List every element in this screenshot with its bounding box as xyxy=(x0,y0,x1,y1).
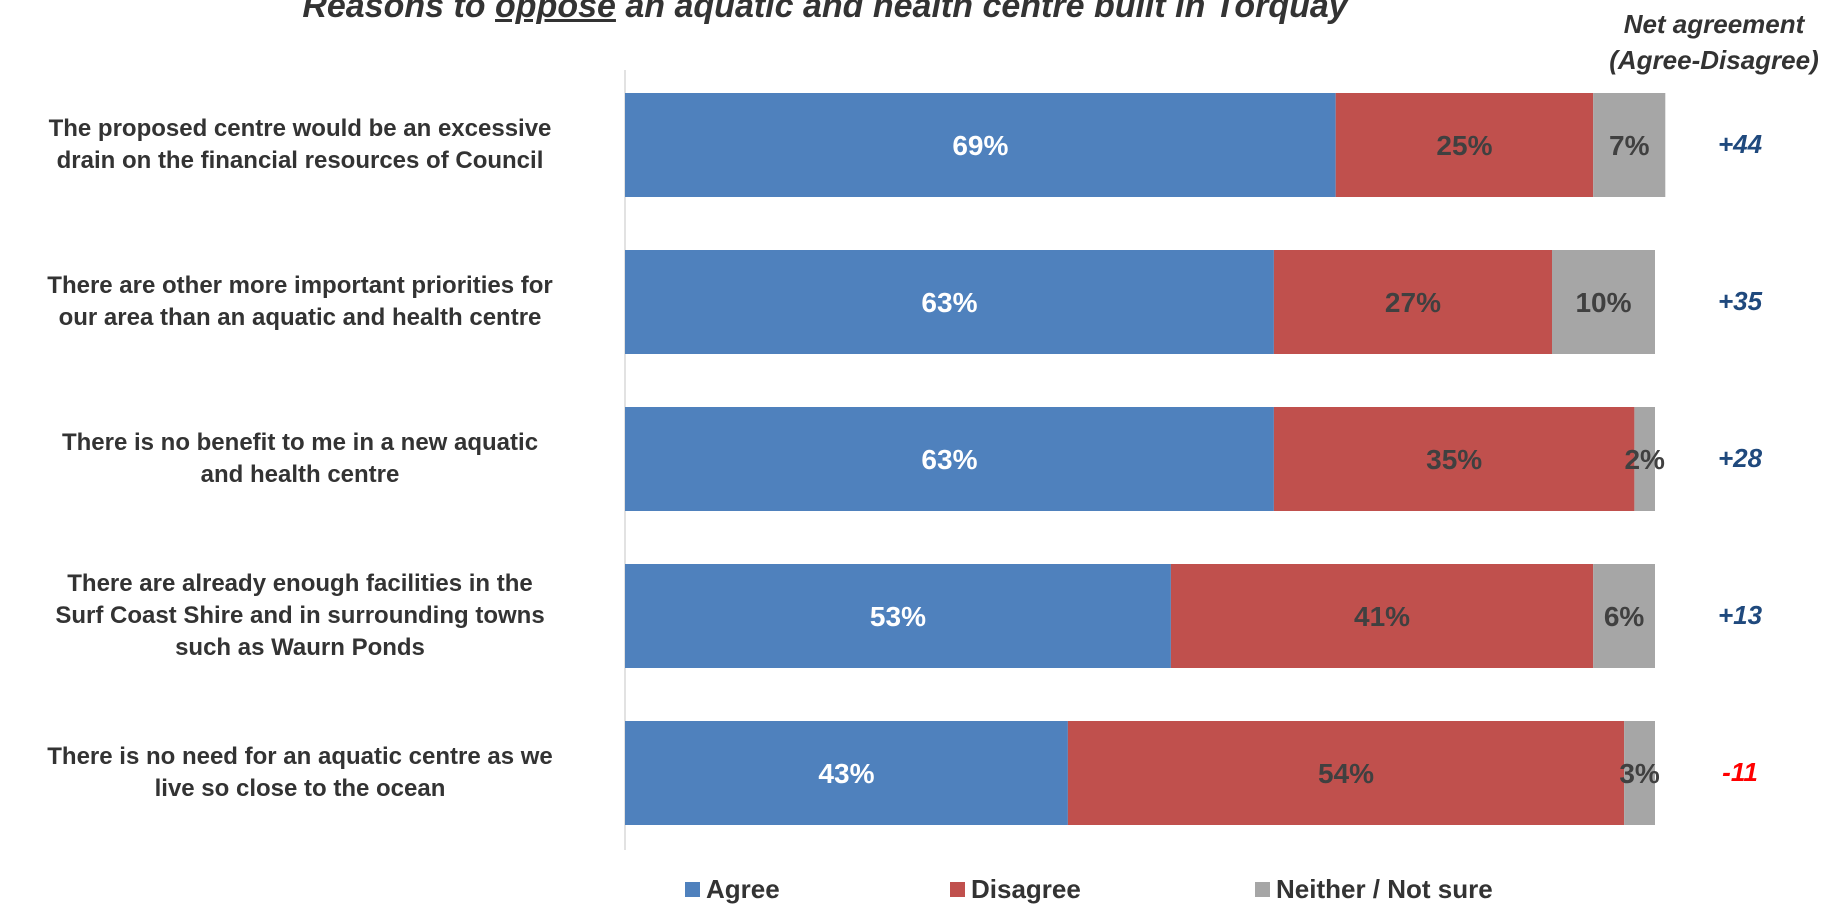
net-agreement-value: +44 xyxy=(1717,129,1763,159)
bar-agree xyxy=(625,721,1068,825)
bar-data-label: 3% xyxy=(1619,758,1660,789)
category-label: The proposed centre would be an excessiv… xyxy=(0,93,600,197)
bar-data-label: 35% xyxy=(1426,444,1482,475)
bar-agree xyxy=(625,564,1171,668)
net-agreement-value: +28 xyxy=(1717,443,1763,473)
bar-disagree xyxy=(1335,93,1594,197)
bar-disagree xyxy=(1273,250,1552,354)
category-label-line: such as Waurn Ponds xyxy=(175,634,425,661)
bar-neither-not-sure xyxy=(1593,564,1655,668)
bar-neither-not-sure xyxy=(1552,250,1655,354)
bar-data-label: 54% xyxy=(1318,758,1374,789)
net-header-line-1: Net agreement xyxy=(1623,9,1805,39)
bar-data-label: 63% xyxy=(921,287,977,318)
bar-agree xyxy=(625,407,1274,511)
bar-data-label: 41% xyxy=(1354,601,1410,632)
legend-swatch xyxy=(1255,882,1270,897)
category-label: There is no benefit to me in a new aquat… xyxy=(0,407,600,511)
title-part-3: an aquatic and health centre built in To… xyxy=(615,0,1348,25)
bar-data-label: 27% xyxy=(1385,287,1441,318)
bar-disagree xyxy=(1273,407,1635,511)
bar-data-label: 2% xyxy=(1624,444,1665,475)
category-label-line: There is no need for an aquatic centre a… xyxy=(47,743,553,770)
bar-data-label: 6% xyxy=(1604,601,1645,632)
legend-swatch xyxy=(950,882,965,897)
category-label-text: There is no need for an aquatic centre a… xyxy=(47,741,553,805)
net-agreement-value: -11 xyxy=(1722,757,1758,787)
title-part-1: Reasons to xyxy=(302,0,496,25)
legend-label: Agree xyxy=(706,874,780,904)
bar-agree xyxy=(625,93,1336,197)
category-label-line: Surf Coast Shire and in surrounding town… xyxy=(55,602,545,629)
bar-data-label: 53% xyxy=(870,601,926,632)
bar-neither-not-sure xyxy=(1634,407,1655,511)
category-label-line: our area than an aquatic and health cent… xyxy=(58,304,542,331)
bar-disagree xyxy=(1170,564,1594,668)
net-agreement-value: +13 xyxy=(1717,600,1763,630)
bar-neither-not-sure xyxy=(1624,721,1655,825)
legend-swatch xyxy=(685,882,700,897)
bar-data-label: 63% xyxy=(921,444,977,475)
category-label: There are already enough facilities in t… xyxy=(0,564,600,668)
legend-item: Neither / Not sure xyxy=(1255,874,1493,905)
net-header-line-2: (Agree-Disagree) xyxy=(1609,45,1819,75)
category-label-text: The proposed centre would be an excessiv… xyxy=(49,113,552,177)
chart-title: Reasons to oppose an aquatic and health … xyxy=(0,0,1650,26)
bar-data-label: 10% xyxy=(1575,287,1631,318)
bar-data-label: 69% xyxy=(952,130,1008,161)
legend-item: Disagree xyxy=(950,874,1081,905)
category-label-line: The proposed centre would be an excessiv… xyxy=(48,115,552,142)
category-label-line: live so close to the ocean xyxy=(154,775,446,802)
bar-data-label: 7% xyxy=(1609,130,1650,161)
bar-data-label: 43% xyxy=(818,758,874,789)
legend-item: Agree xyxy=(685,874,780,905)
category-label-line: drain on the financial resources of Coun… xyxy=(56,147,544,174)
category-label-text: There is no benefit to me in a new aquat… xyxy=(62,427,538,491)
net-agreement-header: Net agreement (Agree-Disagree) xyxy=(1580,6,1843,78)
category-label-text: There are other more important prioritie… xyxy=(47,270,552,334)
legend-label: Neither / Not sure xyxy=(1276,874,1493,904)
category-label-line: There is no benefit to me in a new aquat… xyxy=(61,429,539,456)
bar-disagree xyxy=(1067,721,1625,825)
bar-neither-not-sure xyxy=(1593,93,1666,197)
bar-agree xyxy=(625,250,1274,354)
net-agreement-value: +35 xyxy=(1717,286,1763,316)
category-label-line: There are other more important prioritie… xyxy=(47,272,553,299)
category-label-line: There are already enough facilities in t… xyxy=(67,570,533,597)
bar-data-label: 25% xyxy=(1436,130,1492,161)
category-label-line: and health centre xyxy=(200,461,400,488)
title-part-2-underlined: oppose xyxy=(495,0,616,25)
category-label: There is no need for an aquatic centre a… xyxy=(0,721,600,825)
legend-label: Disagree xyxy=(971,874,1081,904)
category-label: There are other more important prioritie… xyxy=(0,250,600,354)
category-label-text: There are already enough facilities in t… xyxy=(55,568,544,664)
